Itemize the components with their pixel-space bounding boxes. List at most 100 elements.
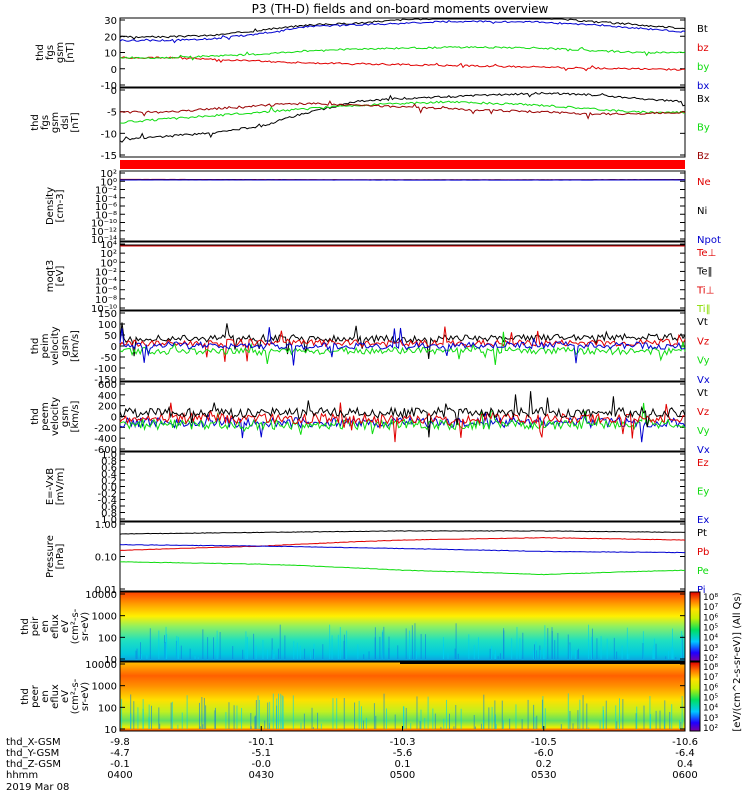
y-tick-label: 10⁴ [100, 240, 117, 251]
series-group-fgs-comp [119, 91, 686, 143]
y-tick-label: 100 [98, 320, 117, 331]
colorbar-tick-label: 10⁴ [703, 634, 718, 644]
y-tick-label: 0.2 [101, 476, 117, 487]
y-axis-label-line: [km/s] [70, 400, 81, 432]
panel-frame [119, 241, 686, 311]
colorbar-label: [eV/(cm^2-s-sr-eV)] (All Qs) [732, 592, 743, 731]
y-tick-label: 10⁻² [95, 186, 117, 197]
y-tick-label: 10⁻² [95, 267, 117, 278]
panel-fgs-comp: 0 -5 -10 -15 thdfgsgsmdsl[nT] Bx By Bz [30, 86, 710, 162]
y-axis-label-line: thd [30, 114, 41, 131]
colorbar-tick-label: 10⁶ [703, 683, 718, 693]
legend-vy: Vy [697, 356, 710, 367]
y-tick-label: 1000 [92, 682, 117, 693]
legend-by: By [697, 123, 710, 134]
x-row-value: 0530 [531, 770, 556, 781]
colorbar-tick-label: 10² [703, 654, 718, 664]
y-axis-label-line: gsm [60, 335, 71, 356]
legend-vz: Vz [697, 336, 709, 347]
y-tick-label: -50 [101, 353, 117, 364]
panel-peer-spec: 10000 1000 100 10 thdpeerenefluxeV(cm²-s-sr-… [20, 660, 686, 736]
legend-bz: Bz [697, 151, 709, 162]
y-axis-label-line: E=-VxB [45, 468, 56, 505]
y-tick-label: -10 [101, 129, 117, 140]
legend-pi: Pi [697, 585, 706, 596]
y-tick-label: -5 [107, 108, 117, 119]
colorbar-tick-label: 10⁶ [703, 613, 718, 623]
y-tick-label: -200 [94, 423, 117, 434]
y-axis-label-line: sr-eV) [80, 682, 91, 711]
y-axis-label: thdfgsgsmdsl[nT] [30, 112, 81, 133]
legend-bx: bx [697, 81, 709, 92]
panel-fgs-mag: 30 20 10 0 -10 thdfgsgsm[nT] Bt bz by bx [35, 16, 709, 92]
y-tick-label: 0.01 [95, 585, 117, 596]
legend-by: by [697, 62, 709, 73]
x-row-value: -10.1 [248, 737, 274, 748]
legend-bx: Bx [697, 94, 710, 105]
y-tick-label: 10 [104, 655, 117, 666]
legend-ne: Ne [697, 177, 711, 188]
x-row-value: 0600 [672, 770, 697, 781]
flag-strip [120, 160, 685, 169]
y-tick-label: 0 [111, 342, 117, 353]
y-axis-label-line: (cm²-s- [70, 678, 81, 714]
series-bt [119, 18, 686, 40]
y-axis-label-line: Density [45, 187, 56, 225]
legend-vt: Vt [697, 388, 708, 399]
y-axis-label-line: dsl [60, 115, 71, 129]
y-tick-label: 10⁻⁶ [95, 202, 117, 213]
y-tick-label: 0 [111, 65, 117, 76]
y-tick-label: 10⁰ [100, 258, 117, 269]
y-axis-label-line: fgs [45, 45, 56, 60]
legend-te‖: Te‖ [696, 267, 713, 278]
y-axis-label-line: velocity [50, 326, 61, 365]
colorbar-tick-label: 10⁵ [703, 624, 718, 634]
colorbar-tick-label: 10⁴ [703, 704, 718, 714]
x-row-label: thd_X-GSM [6, 737, 61, 748]
panel-frame [119, 451, 686, 522]
x-row-value: -10.3 [390, 737, 416, 748]
series-bz [119, 100, 686, 120]
y-axis-label-line: thd [20, 618, 31, 635]
colorbar-tick-label: 10⁸ [703, 593, 718, 603]
y-axis-label-line: thd [35, 44, 46, 61]
y-axis-label-line: sr-eV) [80, 612, 91, 641]
x-row-value: -10.5 [531, 737, 557, 748]
colorbar-strip [689, 591, 701, 662]
series-bz [119, 56, 686, 72]
y-axis-label-line: en [40, 620, 51, 633]
y-tick-label: 400 [98, 391, 117, 402]
y-tick-label: 0 [111, 413, 117, 424]
y-tick-label: 0.8 [101, 509, 117, 520]
y-tick-label: 10⁻¹⁰ [91, 219, 117, 230]
y-tick-label: 10² [100, 249, 117, 260]
panel-frame [119, 17, 686, 88]
series-group-peem [119, 391, 686, 443]
legend-ey: Ey [697, 487, 709, 498]
legend-vx: Vx [697, 445, 710, 456]
y-axis-label-line: gsm [50, 112, 61, 133]
colorbar-tick-label: 10⁷ [703, 673, 718, 683]
y-tick-label: -150 [94, 375, 117, 386]
colorbar-tick-label: 10³ [703, 714, 718, 724]
y-tick-label: 150 [98, 309, 117, 320]
y-tick-label: 200 [98, 402, 117, 413]
y-axis-label-line: thd [30, 408, 41, 425]
colorbar-tick-label: 10³ [703, 644, 718, 654]
panel-frame [119, 87, 686, 158]
legend-vt: Vt [697, 317, 708, 328]
y-axis-label-line: fgs [40, 115, 51, 130]
series-bx [119, 91, 686, 143]
x-row-value: -6.4 [675, 748, 695, 759]
legend-pb: Pb [697, 547, 709, 558]
y-axis-label: thdfgsgsm[nT] [35, 42, 76, 63]
y-axis-label-line: thd [30, 338, 41, 355]
y-tick-label: 600 [98, 380, 117, 391]
series-group-fgs-mag [119, 18, 686, 72]
legend-pe: Pe [697, 566, 709, 577]
x-row-label: hhmm [6, 770, 38, 781]
